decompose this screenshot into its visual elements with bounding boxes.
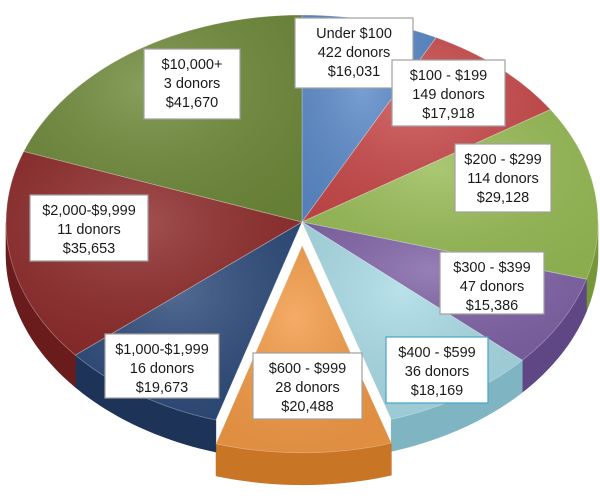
label-range: Under $100 <box>316 26 392 42</box>
label-donors: 28 donors <box>275 380 340 396</box>
slice-labels: Under $100 422 donors $16,031 $100 - $199 14… <box>29 17 552 420</box>
label-donors: 422 donors <box>318 45 391 61</box>
label-box <box>454 143 552 213</box>
label-donors: 47 donors <box>460 279 525 295</box>
label-box <box>385 336 489 404</box>
label-donors: 36 donors <box>405 364 470 380</box>
slice-label: $300 - $399 47 donors $15,386 <box>439 251 545 315</box>
label-donors: 3 donors <box>164 76 220 92</box>
label-amount: $41,670 <box>166 95 218 111</box>
slice-label: $10,000+ 3 donors $41,670 <box>143 48 241 120</box>
label-donors: 16 donors <box>130 361 195 377</box>
label-donors: 114 donors <box>467 171 538 187</box>
slice-label: $600 - $999 28 donors $20,488 <box>252 352 363 420</box>
label-amount: $15,386 <box>466 298 518 314</box>
label-amount: $16,031 <box>328 64 380 80</box>
label-box <box>391 59 506 127</box>
label-box <box>29 194 149 262</box>
slice-label: $2,000-$9,999 11 donors $35,653 <box>29 194 149 262</box>
label-range: $300 - $399 <box>453 260 530 276</box>
label-amount: $18,169 <box>411 383 463 399</box>
label-box <box>439 251 545 315</box>
label-range: $200 - $299 <box>464 152 541 168</box>
label-range: $400 - $599 <box>398 345 475 361</box>
label-amount: $20,488 <box>281 399 333 415</box>
label-amount: $17,918 <box>422 106 474 122</box>
label-donors: 11 donors <box>57 222 120 238</box>
label-donors: 149 donors <box>412 87 485 103</box>
label-range: $100 - $199 <box>410 68 487 84</box>
label-box <box>104 333 220 399</box>
label-box <box>143 48 241 120</box>
slice-label: $400 - $599 36 donors $18,169 <box>385 336 489 404</box>
label-range: $600 - $999 <box>269 361 346 377</box>
slice-label: $200 - $299 114 donors $29,128 <box>454 143 552 213</box>
label-amount: $19,673 <box>136 380 188 396</box>
label-range: $1,000-$1,999 <box>115 342 209 358</box>
label-amount: $29,128 <box>477 190 529 206</box>
label-range: $10,000+ <box>162 57 223 73</box>
slice-label: Under $100 422 donors $16,031 <box>294 17 414 89</box>
label-range: $2,000-$9,999 <box>42 203 136 219</box>
label-amount: $35,653 <box>63 241 115 257</box>
slice-label: $1,000-$1,999 16 donors $19,673 <box>104 333 220 399</box>
slice-label: $100 - $199 149 donors $17,918 <box>391 59 506 127</box>
label-box <box>252 352 363 420</box>
